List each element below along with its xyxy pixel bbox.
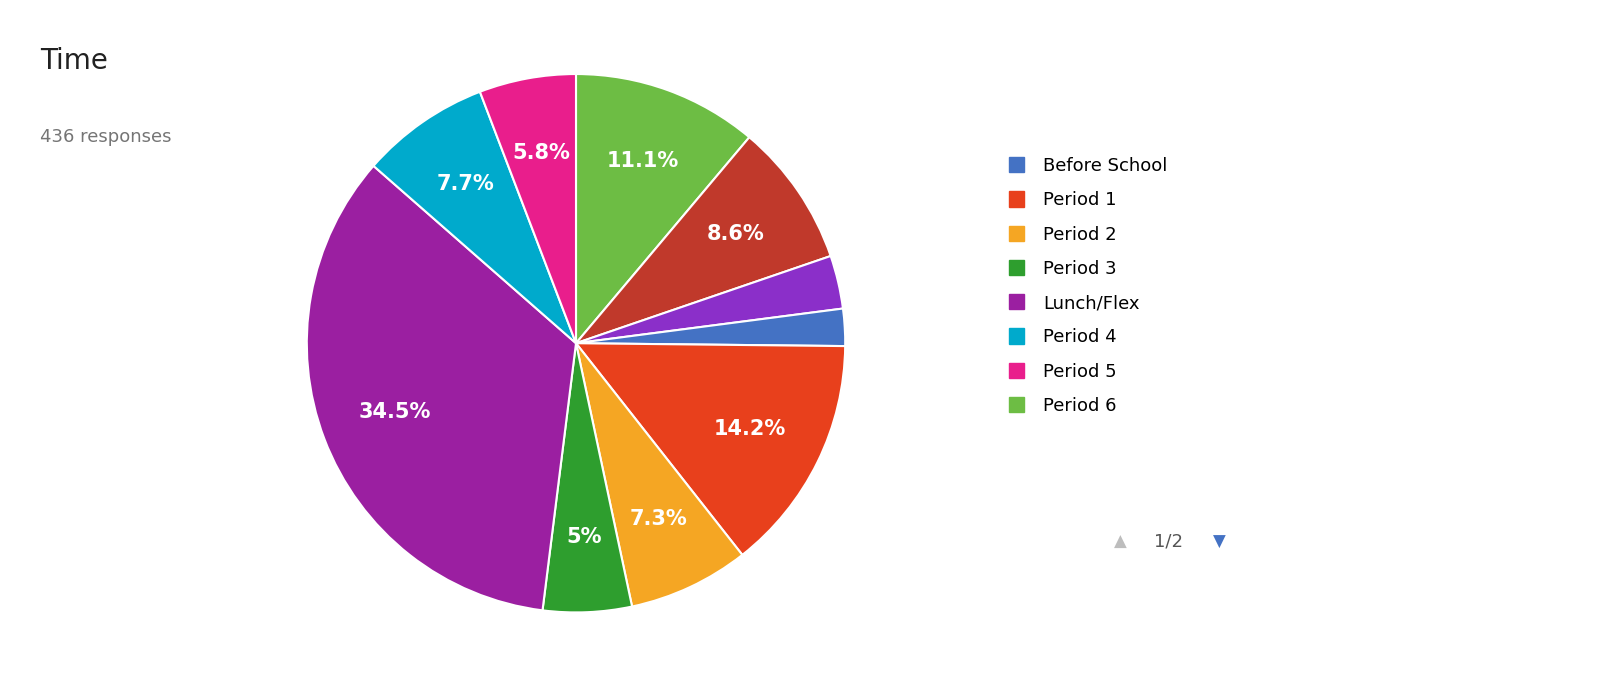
- Text: 7.7%: 7.7%: [437, 174, 494, 194]
- Wedge shape: [542, 343, 632, 612]
- Text: 11.1%: 11.1%: [606, 151, 678, 171]
- Wedge shape: [576, 308, 845, 346]
- Wedge shape: [576, 256, 843, 343]
- Wedge shape: [307, 166, 576, 610]
- Wedge shape: [373, 92, 576, 343]
- Wedge shape: [576, 343, 742, 606]
- Wedge shape: [480, 74, 576, 343]
- Wedge shape: [576, 74, 749, 343]
- Text: 8.6%: 8.6%: [707, 223, 765, 244]
- Text: 7.3%: 7.3%: [629, 509, 686, 529]
- Legend: Before School, Period 1, Period 2, Period 3, Lunch/Flex, Period 4, Period 5, Per: Before School, Period 1, Period 2, Perio…: [1010, 157, 1168, 415]
- Text: ▼: ▼: [1213, 533, 1226, 551]
- Text: 436 responses: 436 responses: [40, 128, 171, 146]
- Text: 34.5%: 34.5%: [358, 402, 430, 422]
- Text: 5.8%: 5.8%: [512, 143, 570, 163]
- Text: 5%: 5%: [566, 527, 602, 547]
- Text: ▲: ▲: [1114, 533, 1126, 551]
- Wedge shape: [576, 343, 845, 555]
- Wedge shape: [576, 137, 830, 343]
- Text: 14.2%: 14.2%: [714, 419, 786, 439]
- Text: Time: Time: [40, 47, 107, 75]
- Text: 1/2: 1/2: [1154, 533, 1182, 551]
